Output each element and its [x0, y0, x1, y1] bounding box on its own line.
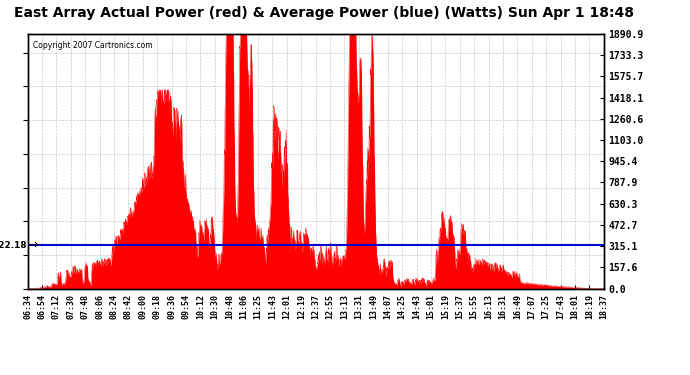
Text: →: →: [28, 239, 38, 252]
Text: East Array Actual Power (red) & Average Power (blue) (Watts) Sun Apr 1 18:48: East Array Actual Power (red) & Average …: [14, 6, 634, 20]
Text: 322.18: 322.18: [0, 241, 27, 250]
Text: Copyright 2007 Cartronics.com: Copyright 2007 Cartronics.com: [33, 41, 153, 50]
